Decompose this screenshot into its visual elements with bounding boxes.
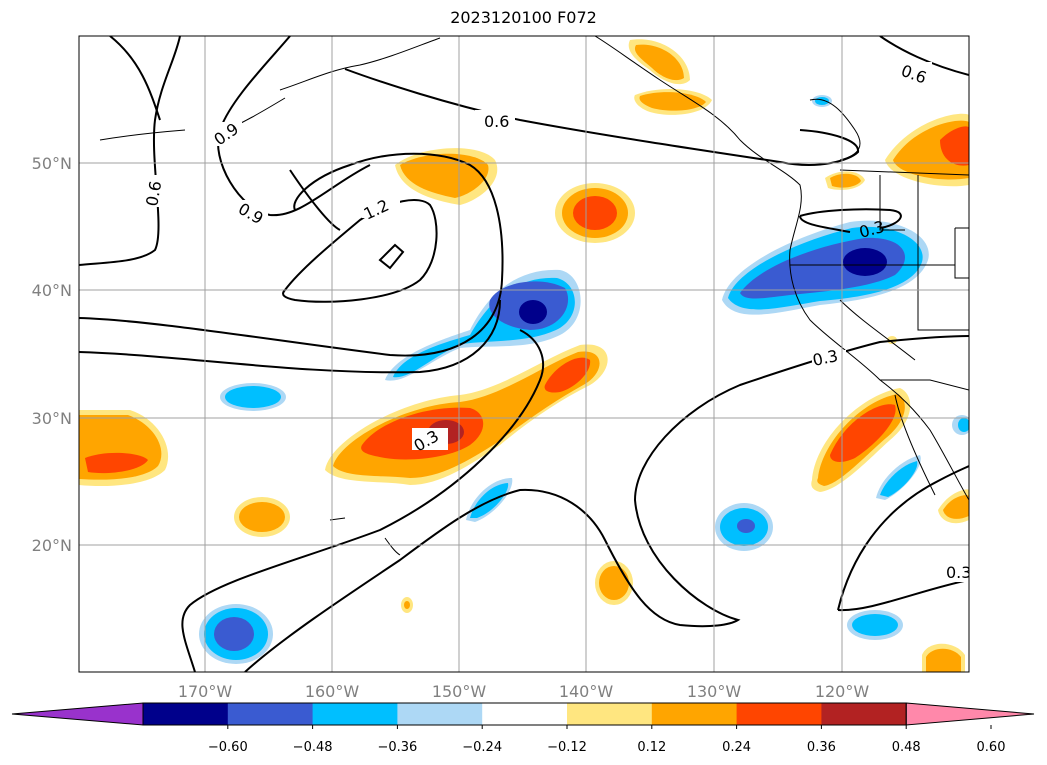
coastlines: [99, 36, 969, 556]
lon-label-150w: 150°W: [432, 682, 487, 701]
colorbar-ticks: [227, 725, 992, 729]
anomaly-fills: [79, 39, 969, 672]
longitude-labels: 170°W 160°W 150°W 140°W 130°W 120°W: [178, 682, 870, 701]
gridlines: [79, 36, 969, 672]
contour-label-group: 0.6 0.6 0.9 0.9 1.2 0.6 0.3 0.3 0.3 0.3: [139, 61, 971, 582]
lon-label-140w: 140°W: [559, 682, 614, 701]
colorbar-segment: [482, 703, 568, 725]
colorbar-segment: [736, 703, 822, 725]
colorbar-tick-label: −0.60: [208, 740, 248, 755]
colorbar-tick-label: −0.48: [293, 740, 333, 755]
negative-anomaly-small-patches: [199, 383, 969, 664]
positive-anomaly-baja: [811, 388, 969, 672]
colorbar-labels: −0.60 −0.48 −0.36 −0.24 −0.12 0.12 0.24 0.36 0.4…: [208, 740, 1006, 755]
negative-anomaly-california: [722, 95, 929, 315]
colorbar-segments: [11, 702, 1035, 726]
lon-label-130w: 130°W: [687, 682, 742, 701]
contour-label: 0.3: [811, 346, 840, 370]
colorbar-segment: [143, 703, 229, 725]
colorbar-segment: [227, 703, 314, 725]
colorbar-tick-label: 0.12: [637, 740, 666, 755]
lat-label-20n: 20°N: [32, 536, 72, 555]
contour-label: 0.6: [142, 179, 165, 207]
lat-label-30n: 30°N: [32, 409, 72, 428]
positive-anomaly-alaska: [628, 39, 712, 115]
contour-label: 0.3: [946, 563, 971, 582]
lat-label-40n: 40°N: [32, 281, 72, 300]
colorbar-segment: [567, 703, 653, 725]
colorbar-segment: [651, 703, 738, 725]
lat-label-50n: 50°N: [32, 154, 72, 173]
positive-anomaly-canada: [825, 113, 969, 190]
colorbar-tick-label: −0.36: [377, 740, 417, 755]
colorbar-tick-label: −0.12: [547, 740, 587, 755]
colorbar: −0.60 −0.48 −0.36 −0.24 −0.12 0.12 0.24 0.36 0.4…: [11, 702, 1035, 755]
colorbar-segment: [312, 703, 398, 725]
colorbar-tick-label: 0.48: [892, 740, 921, 755]
map-title: 2023120100 F072: [450, 8, 597, 27]
positive-anomaly-gulf-north: [395, 148, 498, 205]
lon-label-170w: 170°W: [178, 682, 233, 701]
lon-label-120w: 120°W: [815, 682, 870, 701]
positive-anomaly-west-edge: [79, 410, 169, 487]
colorbar-extend-low: [11, 702, 144, 726]
latitude-labels: 50°N 40°N 30°N 20°N: [32, 154, 72, 555]
colorbar-tick-label: −0.24: [462, 740, 502, 755]
plot-border: [78, 35, 970, 673]
lon-label-160w: 160°W: [305, 682, 360, 701]
contour-label: 0.6: [484, 112, 509, 131]
colorbar-segment: [821, 703, 907, 725]
colorbar-tick-label: 0.60: [977, 740, 1006, 755]
colorbar-extend-high: [905, 702, 1035, 726]
colorbar-segment: [397, 703, 483, 725]
colorbar-tick-label: 0.24: [722, 740, 751, 755]
colorbar-border: [142, 702, 907, 726]
positive-anomaly-small-patches: [234, 336, 897, 613]
colorbar-tick-label: 0.36: [807, 740, 836, 755]
positive-anomaly-central: [555, 183, 635, 243]
